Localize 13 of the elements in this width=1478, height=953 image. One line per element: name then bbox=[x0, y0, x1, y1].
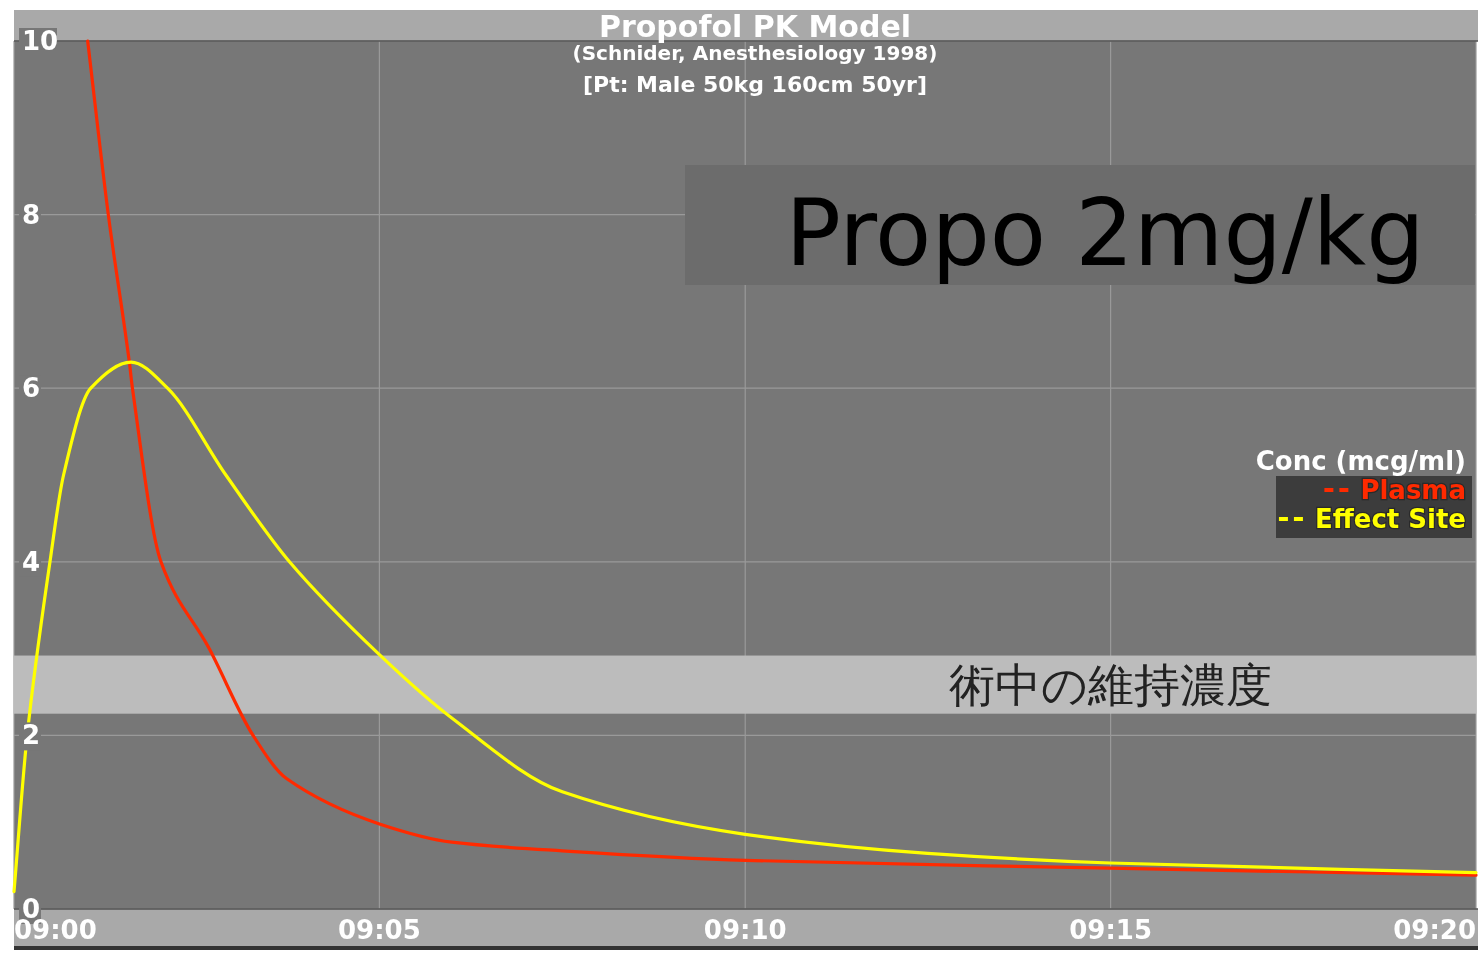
y-tick-label: 4 bbox=[22, 546, 41, 577]
x-tick-label: 09:10 bbox=[703, 915, 787, 945]
x-tick-label: 09:20 bbox=[1393, 915, 1476, 945]
legend-label: Plasma bbox=[1360, 475, 1466, 505]
annotation: Propo 2mg/kg bbox=[785, 180, 1425, 287]
x-tick-label: 09:05 bbox=[338, 915, 421, 945]
legend-label: Effect Site bbox=[1314, 504, 1466, 534]
chart-title: Propofol PK Model bbox=[598, 9, 912, 44]
legend-title: Conc (mcg/ml) bbox=[1255, 446, 1466, 476]
band-label: 術中の維持濃度 bbox=[949, 657, 1272, 712]
x-tick-label: 09:15 bbox=[1069, 915, 1152, 945]
line-series bbox=[12, 360, 1478, 894]
annotation: [Pt: Male 50kg 160cm 50yr] bbox=[582, 72, 928, 97]
